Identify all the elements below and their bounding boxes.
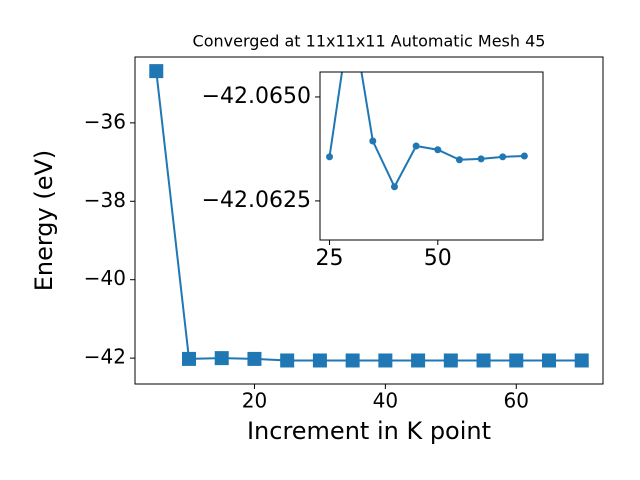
marker	[455, 156, 463, 164]
marker	[411, 353, 426, 368]
marker	[477, 155, 485, 163]
axes-frame	[319, 71, 544, 241]
marker	[348, 6, 355, 13]
marker	[412, 142, 420, 150]
marker	[443, 353, 458, 368]
axes-frame	[134, 56, 604, 385]
marker	[247, 351, 262, 366]
marker	[434, 146, 442, 154]
y-tick-label: −42.0650	[202, 84, 311, 109]
marker	[369, 137, 377, 145]
marker	[390, 183, 398, 191]
marker	[520, 152, 528, 160]
marker	[326, 153, 334, 161]
marker	[499, 153, 507, 161]
marker	[476, 353, 491, 368]
marker	[149, 64, 164, 79]
x-axis-label: Increment in K point	[247, 417, 491, 445]
x-tick-label: 60	[504, 389, 529, 413]
marker	[378, 353, 393, 368]
marker	[542, 353, 556, 368]
series	[326, 6, 528, 191]
marker	[345, 353, 360, 368]
chart-title: Converged at 11x11x11 Automatic Mesh 45	[193, 32, 546, 51]
marker	[214, 351, 229, 366]
marker	[574, 353, 589, 368]
x-tick-label: 25	[316, 246, 344, 271]
data-line	[328, 72, 525, 190]
marker	[280, 353, 295, 368]
series	[149, 64, 589, 368]
y-axis-label: Energy (eV)	[30, 150, 58, 292]
marker	[182, 351, 196, 366]
marker	[509, 353, 524, 368]
y-tick-label: −42	[84, 345, 126, 369]
axes: 25 50 −42.0650 −42.0625	[202, 6, 544, 271]
y-tick-label: −42.0625	[202, 188, 311, 213]
y-tick-label: −38	[84, 188, 126, 212]
x-tick-label: 20	[242, 389, 267, 413]
x-tick-label: 50	[424, 246, 452, 271]
y-tick-label: −40	[84, 266, 126, 290]
y-tick-label: −36	[84, 109, 126, 133]
x-tick-label: 40	[373, 389, 398, 413]
marker	[312, 353, 327, 368]
